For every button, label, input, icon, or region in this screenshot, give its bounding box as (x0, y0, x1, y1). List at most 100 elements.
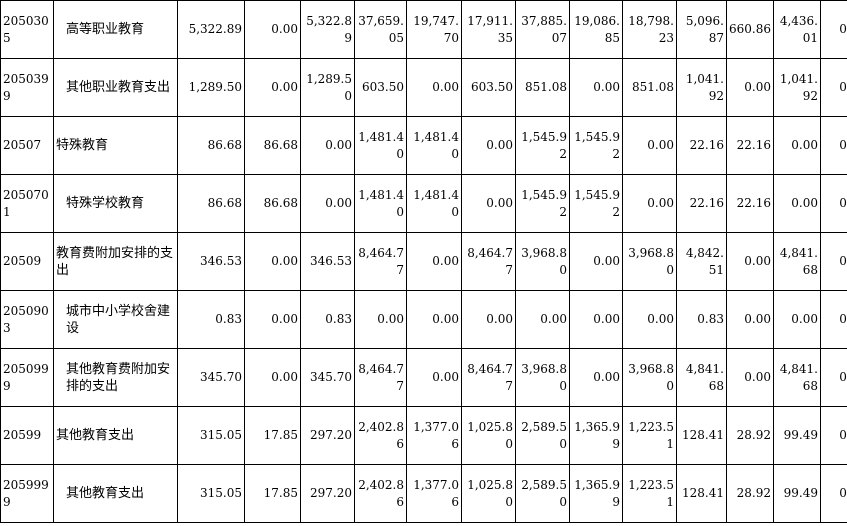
row-value: 8,464.77 (354, 232, 407, 291)
row-value: 0.00 (515, 290, 570, 349)
row-value: 4,841.68 (773, 232, 821, 291)
row-value: 1,481.40 (354, 116, 407, 175)
row-name: 教育费附加安排的支出 (53, 232, 178, 291)
row-value: 4,436.01 (773, 0, 821, 59)
row-value: 0.00 (244, 0, 301, 59)
row-value: 1,041.92 (773, 58, 821, 117)
row-value: 0.00 (726, 232, 774, 291)
row-value: 28.92 (726, 464, 774, 523)
row-value: 0.00 (244, 232, 301, 291)
table-row: 2050701 特殊学校教育 86.68 86.68 0.00 1,481.40 1,481… (0, 174, 847, 233)
table-row: 20507 特殊教育 86.68 86.68 0.00 1,481.40 1,481.40 0… (0, 116, 847, 175)
row-value: 3,968.80 (622, 348, 677, 407)
row-value: 86.68 (244, 116, 301, 175)
row-code: 2050999 (0, 348, 54, 407)
row-value: 86.68 (244, 174, 301, 233)
row-value: 5,322.89 (300, 0, 355, 59)
row-value: 0.00 (406, 58, 462, 117)
row-code: 2050903 (0, 290, 54, 349)
row-value: 37,885.07 (515, 0, 570, 59)
row-value: 5,096.87 (676, 0, 727, 59)
row-value: 2,402.86 (354, 464, 407, 523)
row-value: 1,377.06 (406, 464, 462, 523)
row-value: 28.92 (726, 406, 774, 465)
row-value: 0.00 (569, 348, 623, 407)
row-value: 0.00 (569, 232, 623, 291)
row-code: 20599 (0, 406, 54, 465)
row-value: 0.00 (622, 116, 677, 175)
row-value: 0.00 (244, 58, 301, 117)
row-code: 2050701 (0, 174, 54, 233)
row-value: 1,223.51 (622, 406, 677, 465)
row-value: 603.50 (461, 58, 516, 117)
row-name: 其他教育费附加安排的支出 (53, 348, 178, 407)
row-value: 1,223.51 (622, 464, 677, 523)
row-value: 0.83 (177, 290, 245, 349)
row-value: 851.08 (622, 58, 677, 117)
row-value: 3,968.80 (515, 232, 570, 291)
row-value: 128.41 (676, 406, 727, 465)
row-value: 297.20 (300, 406, 355, 465)
row-code: 2059999 (0, 464, 54, 523)
row-code: 20507 (0, 116, 54, 175)
row-code: 20509 (0, 232, 54, 291)
row-value: 17.85 (244, 406, 301, 465)
row-value: 18,798.23 (622, 0, 677, 59)
row-value: 22.16 (676, 174, 727, 233)
row-value: 346.53 (300, 232, 355, 291)
table-row: 2050903 城市中小学校舍建设 0.83 0.00 0.83 0.00 0.00 0.00… (0, 290, 847, 349)
row-value: 0.00 (622, 174, 677, 233)
row-value: 0.00 (300, 116, 355, 175)
row-value: 0.00 (354, 290, 407, 349)
row-value: 22.16 (726, 174, 774, 233)
row-value: 1,025.80 (461, 464, 516, 523)
row-value: 315.05 (177, 464, 245, 523)
row-value: 8,464.77 (461, 348, 516, 407)
row-value: 0.00 (461, 116, 516, 175)
row-name: 特殊学校教育 (53, 174, 178, 233)
row-value: 22.16 (676, 116, 727, 175)
row-value: 0.00 (622, 290, 677, 349)
row-value: 0.00 (820, 0, 847, 59)
row-value: 4,841.68 (676, 348, 727, 407)
row-value: 0.00 (461, 174, 516, 233)
row-value: 315.05 (177, 406, 245, 465)
row-value: 603.50 (354, 58, 407, 117)
row-value: 1,041.92 (676, 58, 727, 117)
row-value: 86.68 (177, 116, 245, 175)
row-value: 8,464.77 (461, 232, 516, 291)
row-value: 1,365.99 (569, 406, 623, 465)
row-value: 0.00 (820, 464, 847, 523)
row-value: 0.83 (820, 232, 847, 291)
row-value: 1,545.92 (515, 116, 570, 175)
row-value: 851.08 (515, 58, 570, 117)
row-value: 0.00 (726, 348, 774, 407)
row-value: 4,841.68 (773, 348, 821, 407)
row-value: 1,481.40 (354, 174, 407, 233)
row-value: 0.00 (406, 232, 462, 291)
row-name: 其他教育支出 (53, 464, 178, 523)
row-value: 1,289.50 (177, 58, 245, 117)
row-value: 5,322.89 (177, 0, 245, 59)
row-value: 345.70 (300, 348, 355, 407)
row-value: 0.83 (676, 290, 727, 349)
row-value: 0.00 (820, 348, 847, 407)
row-value: 19,086.85 (569, 0, 623, 59)
row-value: 297.20 (300, 464, 355, 523)
row-value: 0.00 (244, 290, 301, 349)
table-row: 2050999 其他教育费附加安排的支出 345.70 0.00 345.70 8,464… (0, 348, 847, 407)
row-value: 99.49 (773, 406, 821, 465)
row-value: 4,842.51 (676, 232, 727, 291)
row-value: 0.00 (773, 174, 821, 233)
row-value: 660.86 (726, 0, 774, 59)
row-value: 0.00 (820, 116, 847, 175)
row-value: 0.00 (820, 174, 847, 233)
row-value: 0.00 (569, 58, 623, 117)
row-value: 1,289.50 (300, 58, 355, 117)
row-value: 99.49 (773, 464, 821, 523)
row-code: 2050399 (0, 58, 54, 117)
row-value: 1,481.40 (406, 116, 462, 175)
row-name: 特殊教育 (53, 116, 178, 175)
row-value: 0.00 (406, 348, 462, 407)
row-value: 0.83 (820, 290, 847, 349)
